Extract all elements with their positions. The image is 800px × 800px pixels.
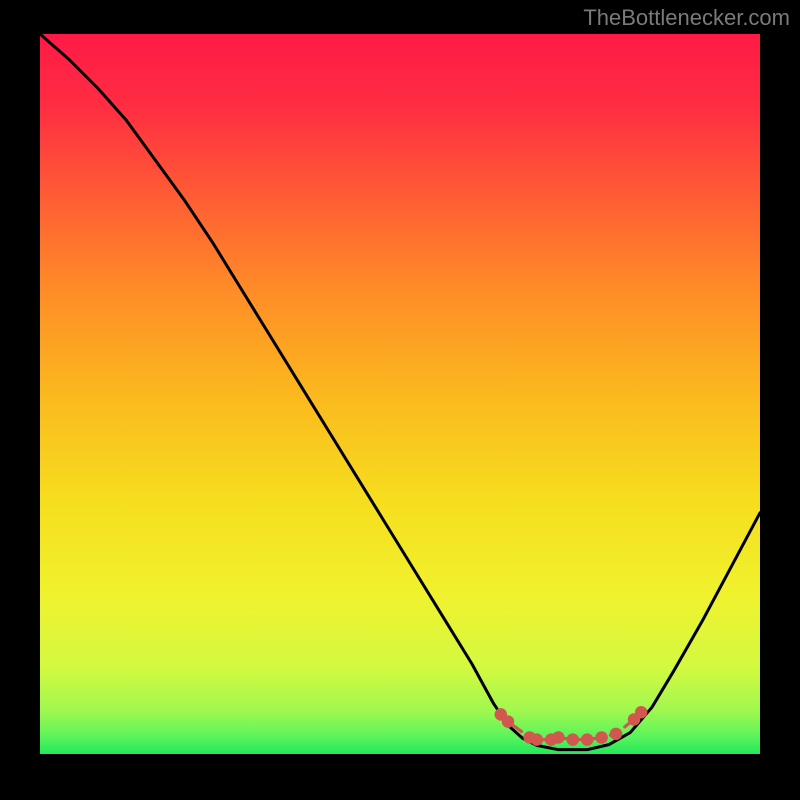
highlight-marker: [568, 735, 578, 745]
chart-wrapper: TheBottlenecker.com: [0, 0, 800, 800]
highlight-marker: [611, 729, 621, 739]
highlight-marker-layer: [0, 0, 800, 800]
highlight-marker: [636, 707, 646, 717]
highlight-marker: [582, 735, 592, 745]
highlight-marker: [597, 732, 607, 742]
highlight-marker: [503, 717, 513, 727]
watermark-text: TheBottlenecker.com: [583, 5, 790, 31]
highlight-marker: [532, 735, 542, 745]
highlight-marker: [553, 732, 563, 742]
